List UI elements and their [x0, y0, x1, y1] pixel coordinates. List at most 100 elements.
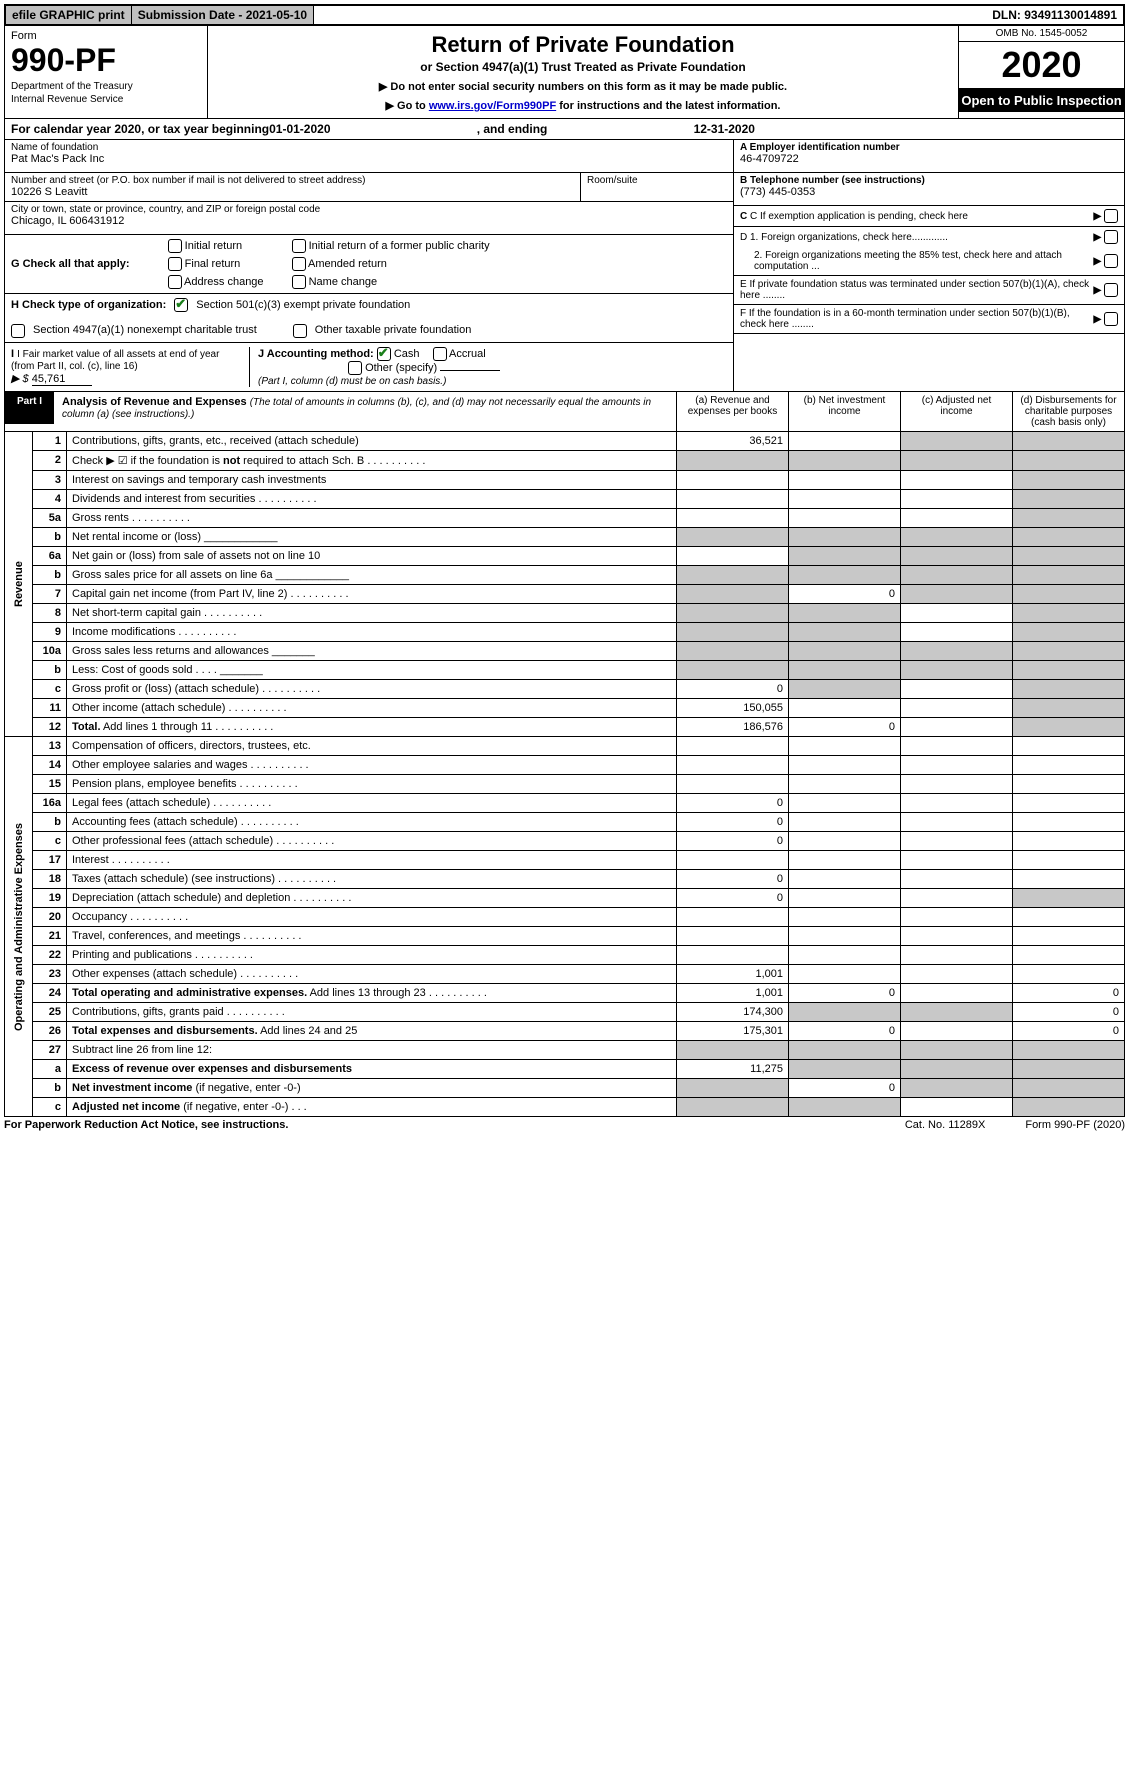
line-desc: Total. Add lines 1 through 11	[67, 718, 677, 737]
table-cell	[901, 851, 1013, 870]
table-cell	[789, 451, 901, 471]
table-cell	[901, 680, 1013, 699]
table-cell	[677, 547, 789, 566]
table-cell	[1013, 471, 1125, 490]
table-cell: 0	[1013, 984, 1125, 1003]
table-cell	[1013, 927, 1125, 946]
irs-link[interactable]: www.irs.gov/Form990PF	[429, 100, 556, 112]
table-cell	[901, 908, 1013, 927]
line-desc: Net rental income or (loss) ____________	[67, 528, 677, 547]
table-cell	[789, 566, 901, 585]
table-cell	[1013, 813, 1125, 832]
line-desc: Depreciation (attach schedule) and deple…	[67, 889, 677, 908]
final-return-checkbox[interactable]	[168, 257, 182, 271]
table-cell	[901, 1041, 1013, 1060]
line-desc: Total expenses and disbursements. Add li…	[67, 1022, 677, 1041]
table-cell: 0	[677, 813, 789, 832]
line-desc: Less: Cost of goods sold . . . . _______	[67, 661, 677, 680]
initial-former-checkbox[interactable]	[292, 239, 306, 253]
note-ssn: ▶ Do not enter social security numbers o…	[218, 80, 948, 93]
foreign-85-checkbox[interactable]	[1104, 254, 1118, 268]
other-method-checkbox[interactable]	[348, 361, 362, 375]
h-checks: H Check type of organization: Section 50…	[5, 294, 733, 343]
line-desc: Gross sales less returns and allowances …	[67, 642, 677, 661]
fmv-value: 45,761	[32, 373, 92, 386]
table-cell: 0	[677, 832, 789, 851]
table-cell	[789, 642, 901, 661]
line-number: 21	[33, 927, 67, 946]
table-cell	[677, 451, 789, 471]
initial-return-checkbox[interactable]	[168, 239, 182, 253]
table-cell	[789, 927, 901, 946]
table-cell	[789, 813, 901, 832]
table-cell	[901, 965, 1013, 984]
table-cell	[901, 984, 1013, 1003]
line-desc: Taxes (attach schedule) (see instruction…	[67, 870, 677, 889]
line-number: 27	[33, 1041, 67, 1060]
table-cell	[677, 851, 789, 870]
table-cell	[1013, 870, 1125, 889]
table-cell	[789, 490, 901, 509]
table-cell	[789, 889, 901, 908]
line-desc: Other professional fees (attach schedule…	[67, 832, 677, 851]
table-cell	[677, 946, 789, 965]
table-cell	[1013, 585, 1125, 604]
line-desc: Gross profit or (loss) (attach schedule)	[67, 680, 677, 699]
accrual-checkbox[interactable]	[433, 347, 447, 361]
col-b-header: (b) Net investment income	[789, 392, 901, 432]
line-desc: Interest	[67, 851, 677, 870]
table-cell	[677, 737, 789, 756]
exemption-pending-checkbox[interactable]	[1104, 209, 1118, 223]
calendar-year-row: For calendar year 2020, or tax year begi…	[4, 119, 1125, 140]
line-desc: Occupancy	[67, 908, 677, 927]
efile-button[interactable]: efile GRAPHIC print	[6, 6, 132, 24]
amended-checkbox[interactable]	[292, 257, 306, 271]
dln: DLN: 93491130014891	[986, 6, 1123, 24]
table-cell	[1013, 756, 1125, 775]
address-change-checkbox[interactable]	[168, 275, 182, 289]
table-cell	[901, 1022, 1013, 1041]
60-month-checkbox[interactable]	[1104, 312, 1118, 326]
name-change-checkbox[interactable]	[292, 275, 306, 289]
form-title: Return of Private Foundation	[218, 32, 948, 58]
table-cell	[789, 547, 901, 566]
line-desc: Accounting fees (attach schedule)	[67, 813, 677, 832]
table-cell	[1013, 737, 1125, 756]
d2-check: 2. Foreign organizations meeting the 85%…	[734, 247, 1124, 276]
line-number: c	[33, 680, 67, 699]
table-cell	[901, 1098, 1013, 1117]
501c3-checkbox[interactable]	[174, 298, 188, 312]
table-cell	[789, 528, 901, 547]
table-cell: 0	[677, 680, 789, 699]
line-number: 20	[33, 908, 67, 927]
table-cell	[1013, 432, 1125, 451]
other-taxable-checkbox[interactable]	[293, 324, 307, 338]
table-cell	[789, 1041, 901, 1060]
4947-checkbox[interactable]	[11, 324, 25, 338]
table-cell	[789, 946, 901, 965]
table-cell	[1013, 699, 1125, 718]
table-cell	[1013, 908, 1125, 927]
table-cell	[677, 1079, 789, 1098]
table-cell: 0	[1013, 1003, 1125, 1022]
foreign-org-checkbox[interactable]	[1104, 230, 1118, 244]
line-desc: Other expenses (attach schedule)	[67, 965, 677, 984]
table-cell	[1013, 680, 1125, 699]
table-cell	[677, 585, 789, 604]
cash-checkbox[interactable]	[377, 347, 391, 361]
line-number: c	[33, 1098, 67, 1117]
line-number: 11	[33, 699, 67, 718]
table-cell: 0	[789, 718, 901, 737]
table-cell	[1013, 1098, 1125, 1117]
line-desc: Gross sales price for all assets on line…	[67, 566, 677, 585]
table-cell	[1013, 547, 1125, 566]
line-desc: Net short-term capital gain	[67, 604, 677, 623]
status-terminated-checkbox[interactable]	[1104, 283, 1118, 297]
line-number: b	[33, 528, 67, 547]
entity-info: Name of foundation Pat Mac's Pack Inc Nu…	[4, 140, 1125, 391]
table-cell	[1013, 965, 1125, 984]
table-cell	[1013, 509, 1125, 528]
table-cell	[1013, 528, 1125, 547]
table-cell: 1,001	[677, 984, 789, 1003]
d1-check: D 1. Foreign organizations, check here..…	[734, 227, 1124, 247]
